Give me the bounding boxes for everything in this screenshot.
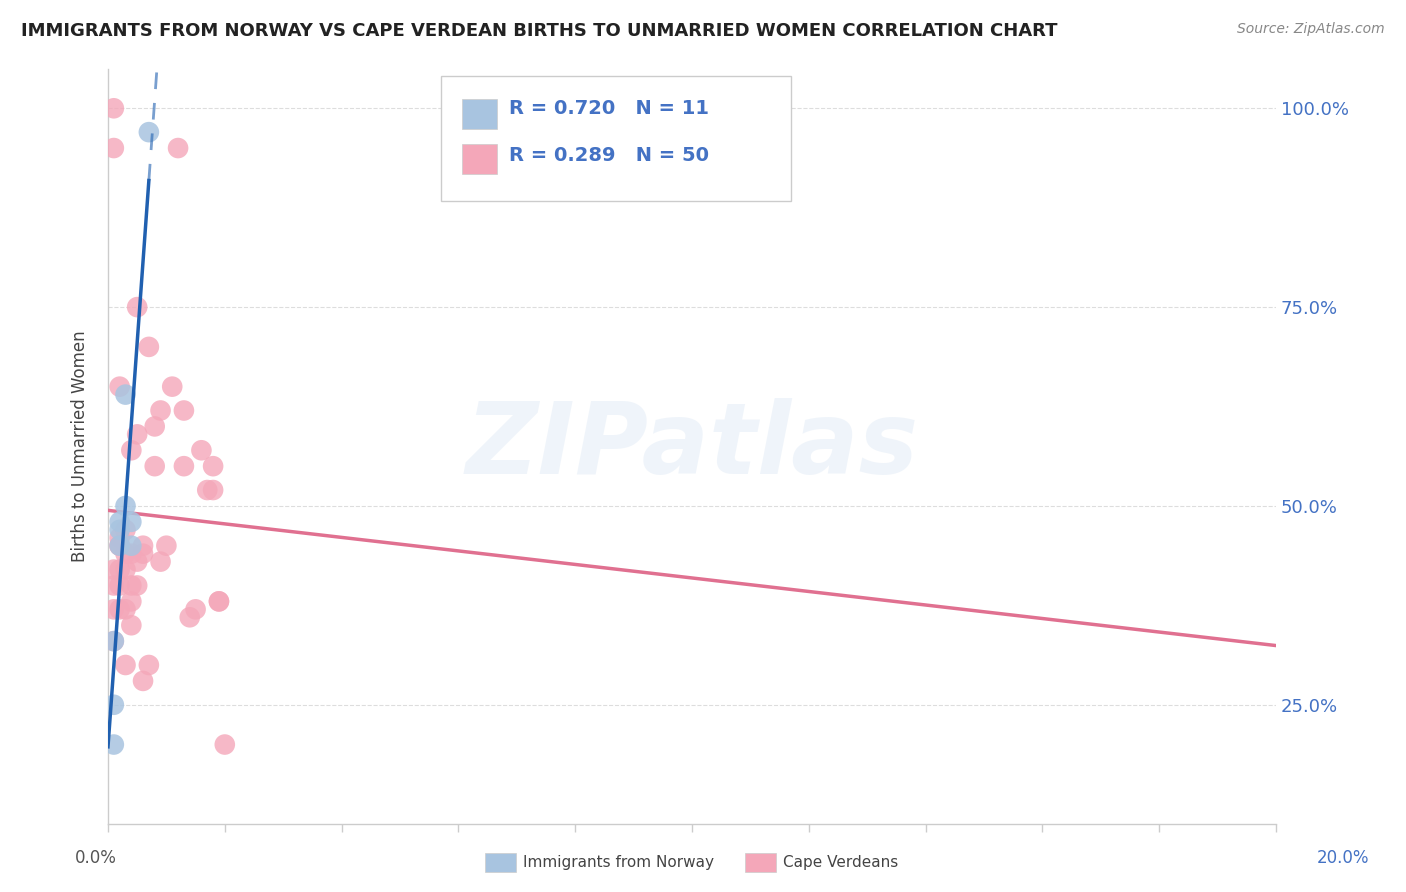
Point (127, 555, 149, 569)
Text: Cape Verdeans: Cape Verdeans (783, 855, 898, 870)
Text: ZIPatlas: ZIPatlas (465, 398, 918, 495)
Point (190, 443, 212, 458)
Point (103, 563, 125, 577)
Text: 0.0%: 0.0% (75, 849, 117, 867)
Point (108, 539, 131, 553)
Point (120, 547, 142, 561)
Point (202, 483, 225, 497)
Point (149, 555, 172, 569)
Point (132, 673, 155, 688)
Point (127, 578, 149, 592)
Y-axis label: Births to Unmarried Women: Births to Unmarried Women (72, 330, 89, 562)
Point (108, 563, 131, 577)
Point (114, 563, 136, 577)
Point (103, 578, 125, 592)
Point (108, 578, 131, 592)
Point (173, 403, 195, 417)
Point (132, 539, 155, 553)
Point (155, 539, 177, 553)
Point (103, 634, 125, 648)
Text: 20.0%: 20.0% (1316, 849, 1369, 867)
Point (184, 602, 207, 616)
Point (214, 738, 236, 752)
Text: Immigrants from Norway: Immigrants from Norway (523, 855, 714, 870)
Point (195, 483, 218, 497)
Point (138, 340, 160, 354)
Text: R = 0.289   N = 50: R = 0.289 N = 50 (509, 146, 709, 165)
Point (132, 547, 155, 561)
Point (120, 618, 142, 632)
Point (108, 523, 131, 537)
Point (167, 141, 190, 155)
Point (103, 698, 125, 712)
Point (120, 443, 142, 458)
Point (103, 101, 125, 115)
Point (208, 594, 231, 608)
Text: Source: ZipAtlas.com: Source: ZipAtlas.com (1237, 22, 1385, 37)
Point (120, 578, 142, 592)
FancyBboxPatch shape (441, 76, 792, 201)
Point (120, 515, 142, 529)
Point (138, 125, 160, 139)
Point (108, 379, 131, 393)
Point (173, 459, 195, 474)
Point (103, 602, 125, 616)
Point (108, 539, 131, 553)
Point (108, 602, 131, 616)
Point (114, 658, 136, 673)
Point (114, 499, 136, 513)
Point (160, 379, 183, 393)
Point (179, 610, 201, 624)
Point (202, 459, 225, 474)
Point (120, 594, 142, 608)
Point (127, 300, 149, 314)
Point (103, 141, 125, 155)
Point (114, 523, 136, 537)
Point (114, 602, 136, 616)
Point (114, 387, 136, 401)
Point (138, 658, 160, 673)
Text: IMMIGRANTS FROM NORWAY VS CAPE VERDEAN BIRTHS TO UNMARRIED WOMEN CORRELATION CHA: IMMIGRANTS FROM NORWAY VS CAPE VERDEAN B… (21, 22, 1057, 40)
Point (120, 539, 142, 553)
Point (143, 419, 166, 434)
Point (103, 738, 125, 752)
FancyBboxPatch shape (463, 99, 496, 129)
FancyBboxPatch shape (463, 145, 496, 174)
Point (149, 403, 172, 417)
Point (208, 594, 231, 608)
Point (108, 531, 131, 545)
Point (108, 539, 131, 553)
Point (127, 427, 149, 442)
Point (143, 459, 166, 474)
Point (108, 515, 131, 529)
Point (103, 634, 125, 648)
Point (114, 547, 136, 561)
Text: R = 0.720   N = 11: R = 0.720 N = 11 (509, 99, 709, 118)
